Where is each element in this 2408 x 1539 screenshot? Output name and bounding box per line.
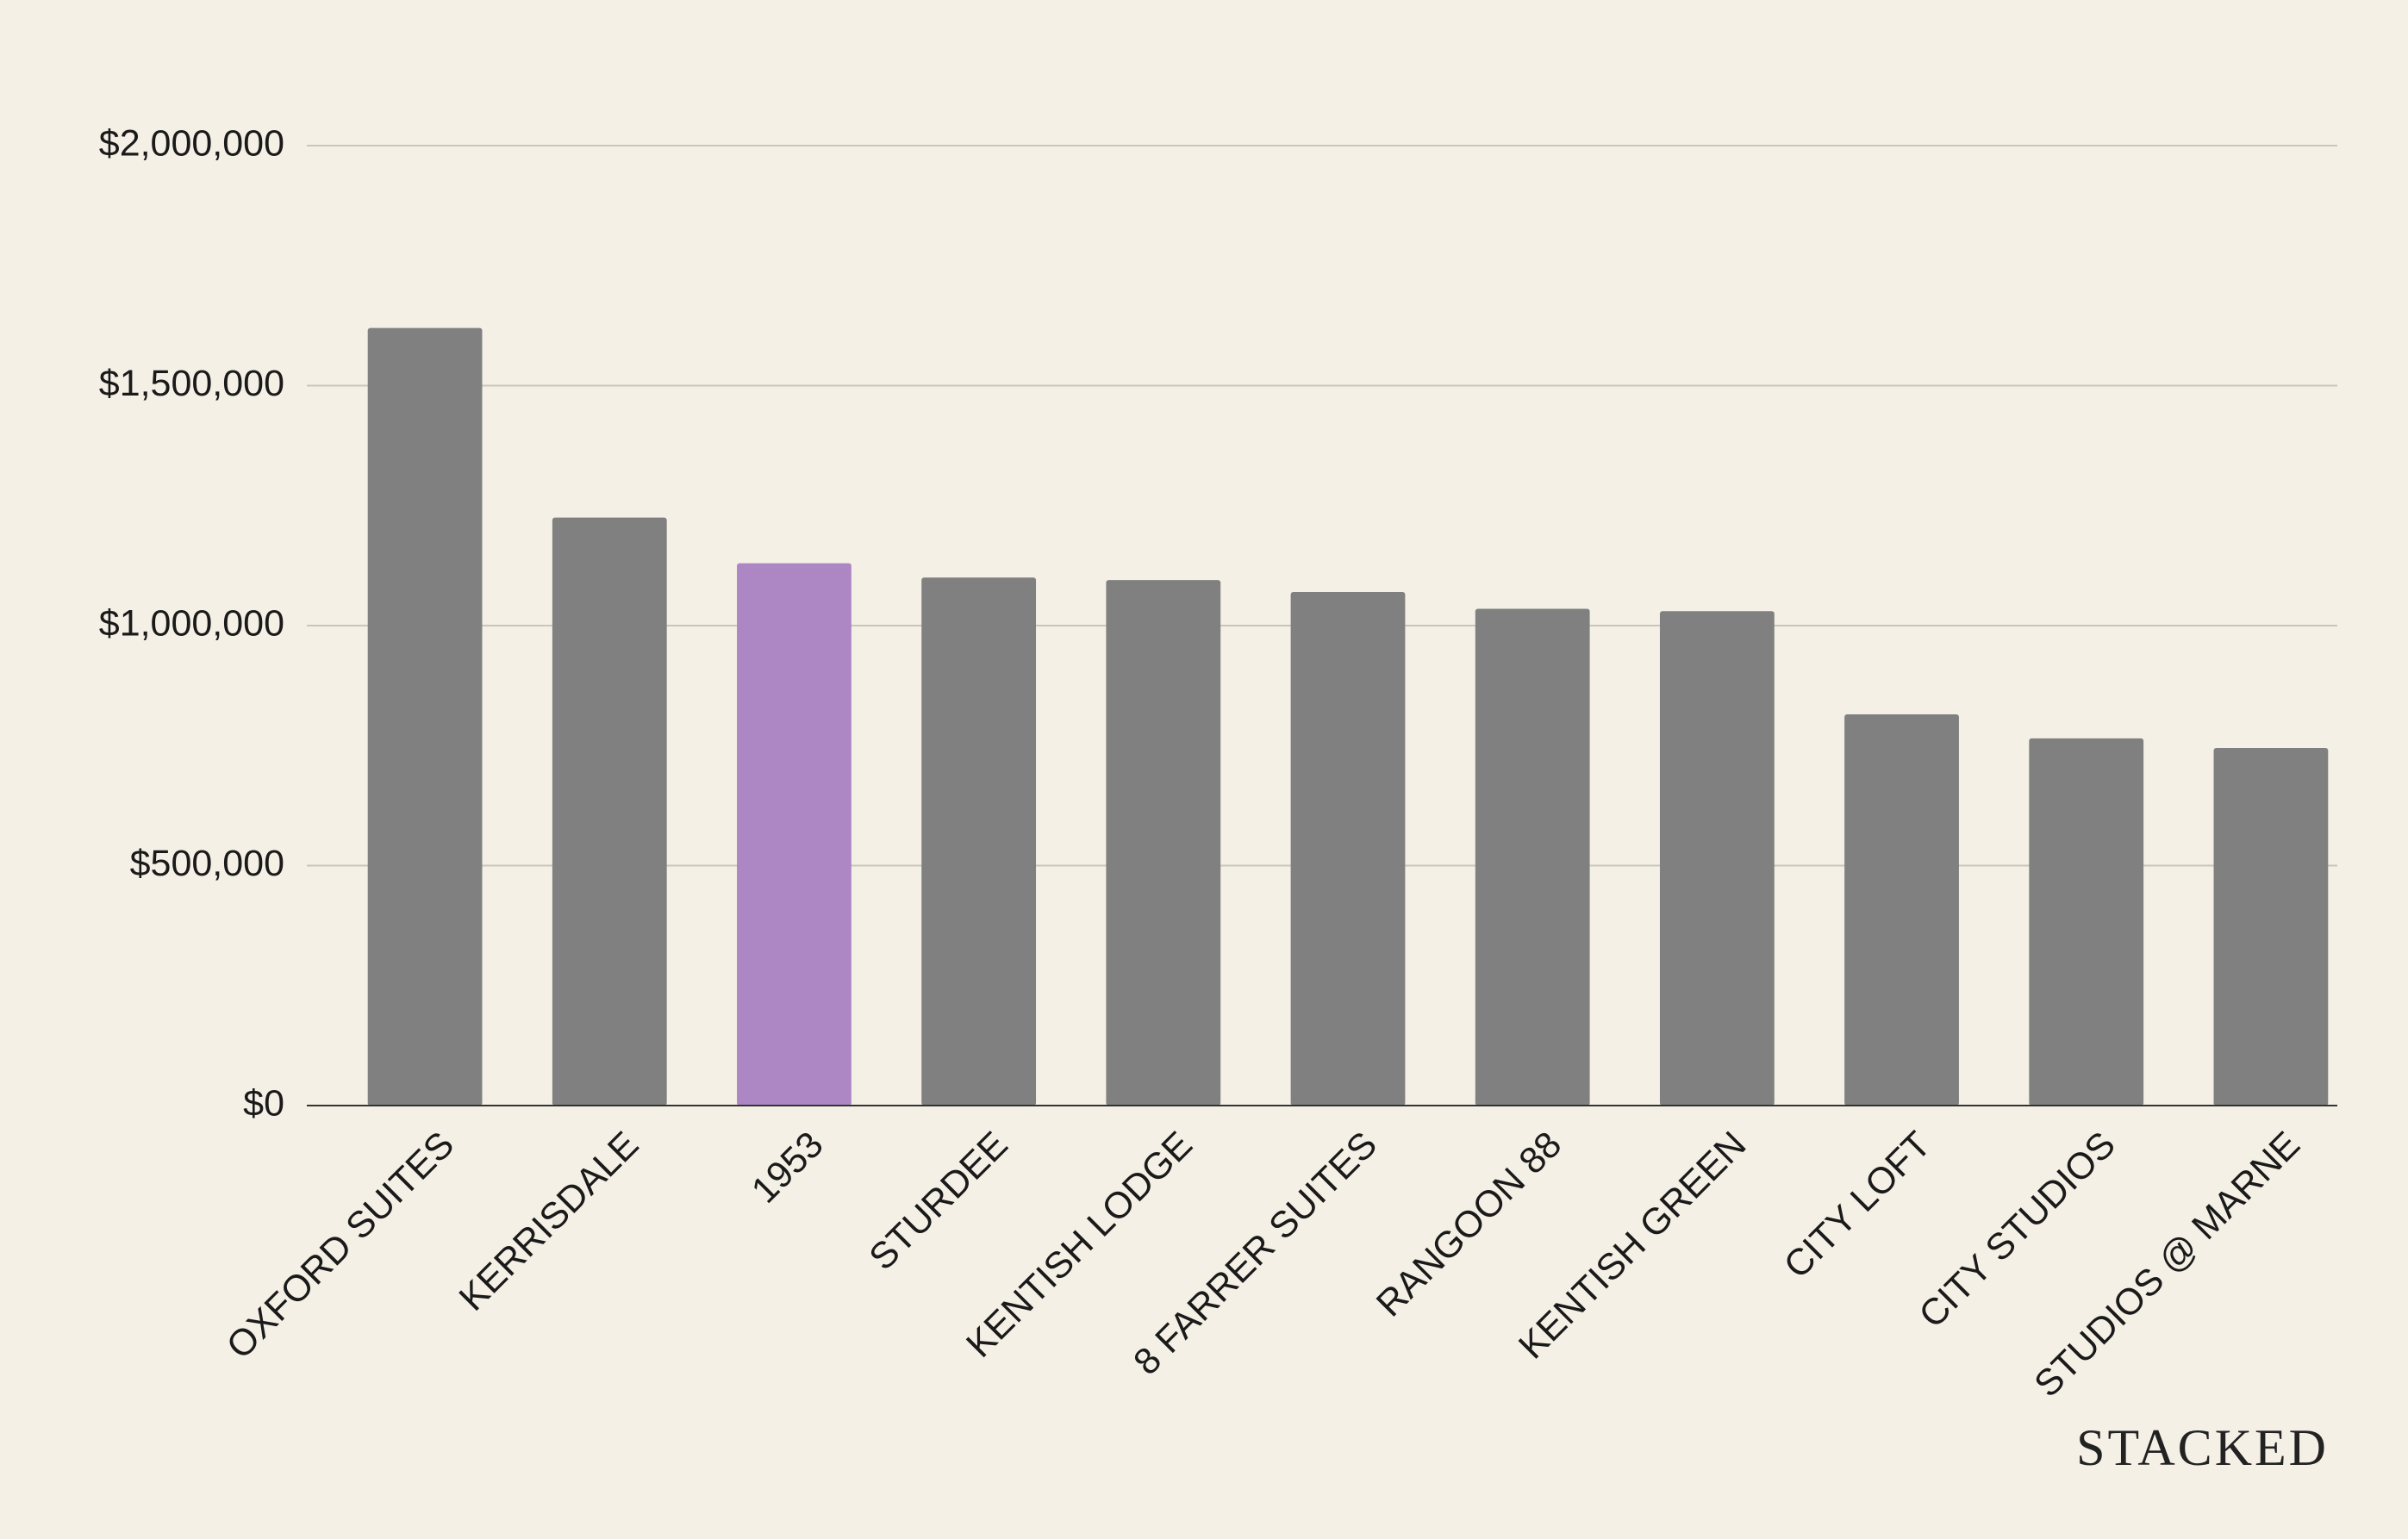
bar	[1290, 592, 1406, 1106]
bar	[1659, 611, 1775, 1106]
bar	[1106, 580, 1221, 1106]
y-tick-label: $0	[243, 1082, 284, 1124]
bar	[2213, 748, 2329, 1106]
y-tick-label: $2,000,000	[99, 122, 284, 164]
bar	[737, 563, 852, 1106]
y-tick-label: $500,000	[130, 843, 284, 884]
bar	[1475, 608, 1590, 1106]
watermark: STACKED	[2076, 1419, 2329, 1476]
y-tick-label: $1,000,000	[99, 602, 284, 644]
bar	[367, 327, 483, 1106]
bar	[1844, 714, 1959, 1106]
bar	[2029, 738, 2144, 1106]
bar	[921, 577, 1037, 1106]
bar	[552, 517, 667, 1106]
y-tick-label: $1,500,000	[99, 363, 284, 404]
